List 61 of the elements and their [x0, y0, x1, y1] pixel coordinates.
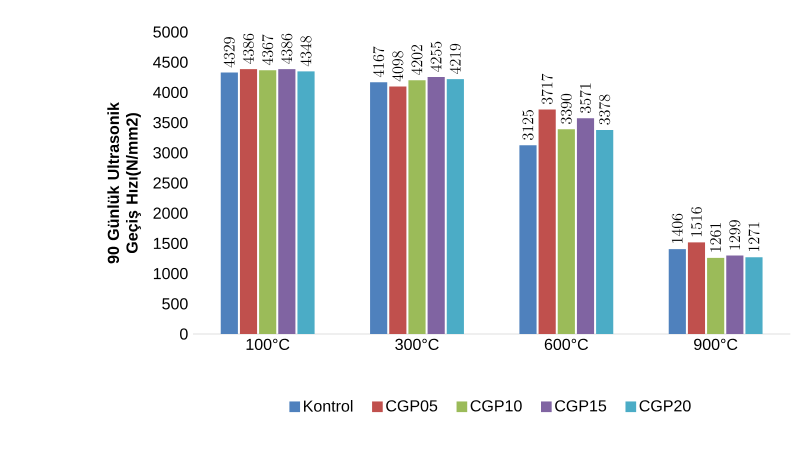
y-tick-label: 3500 — [153, 116, 188, 128]
data-label: 3571 — [580, 84, 591, 113]
bar — [297, 71, 315, 334]
data-label: 3390 — [560, 94, 572, 124]
bar — [688, 242, 706, 334]
y-tick-label: 4000 — [153, 86, 188, 98]
data-label: 4167 — [373, 46, 384, 78]
bar — [370, 82, 388, 334]
legend-label: CGP15 — [555, 400, 606, 412]
data-label: 4348 — [300, 36, 312, 66]
bar — [707, 258, 724, 334]
bar — [519, 145, 537, 334]
data-label: 4098 — [392, 51, 404, 82]
y-axis-title: 90 Günlük Ultrasonik Geçiş Hızı(N/mm2) — [107, 102, 141, 264]
y-tick-label: 5000 — [153, 26, 188, 38]
data-label: 4202 — [411, 44, 422, 76]
data-label: 3717 — [542, 74, 553, 104]
y-tick-label: 1500 — [154, 238, 188, 250]
bar — [538, 109, 556, 334]
y-tick-label: 2500 — [153, 177, 188, 189]
y-tick-label: 1000 — [154, 268, 188, 280]
legend-label: CGP05 — [386, 400, 438, 412]
y-tick-label: 0 — [180, 328, 188, 340]
bar — [408, 80, 426, 334]
bar — [668, 249, 686, 334]
bar — [726, 256, 744, 334]
x-tick-label: 600°C — [544, 338, 588, 350]
data-label: 4219 — [450, 44, 461, 74]
y-tick-label: 3000 — [153, 147, 188, 158]
data-label: 1406 — [672, 214, 683, 243]
bar — [240, 69, 258, 334]
x-tick-label: 300°C — [395, 338, 439, 350]
data-label: 4386 — [242, 34, 254, 64]
data-label: 4255 — [430, 42, 442, 72]
y-tick-label: 2000 — [153, 208, 188, 219]
data-label: 4329 — [224, 37, 235, 68]
bar — [428, 77, 445, 334]
bar — [220, 72, 238, 334]
data-label: 1299 — [729, 220, 740, 250]
data-label: 1271 — [748, 222, 760, 252]
bar — [576, 118, 594, 334]
legend-label: CGP10 — [470, 400, 522, 412]
data-label: 3378 — [599, 94, 610, 125]
data-label: 1516 — [691, 207, 702, 236]
bar — [446, 79, 464, 334]
legend-label: CGP20 — [640, 400, 691, 412]
bar — [389, 86, 406, 334]
bar — [259, 70, 276, 334]
x-tick-label: 100°C — [246, 338, 290, 350]
legend-label: Kontrol — [304, 400, 352, 412]
y-tick-label: 500 — [162, 298, 188, 310]
data-label: 3125 — [522, 110, 534, 140]
bar — [745, 257, 763, 334]
x-tick-label: 900°C — [694, 338, 738, 350]
bar — [278, 69, 296, 334]
data-label: 1261 — [710, 223, 722, 252]
y-tick-label: 4500 — [153, 56, 188, 68]
bar — [558, 129, 575, 334]
data-label: 4367 — [262, 34, 274, 66]
data-label: 4386 — [281, 34, 292, 64]
bar — [596, 130, 614, 334]
